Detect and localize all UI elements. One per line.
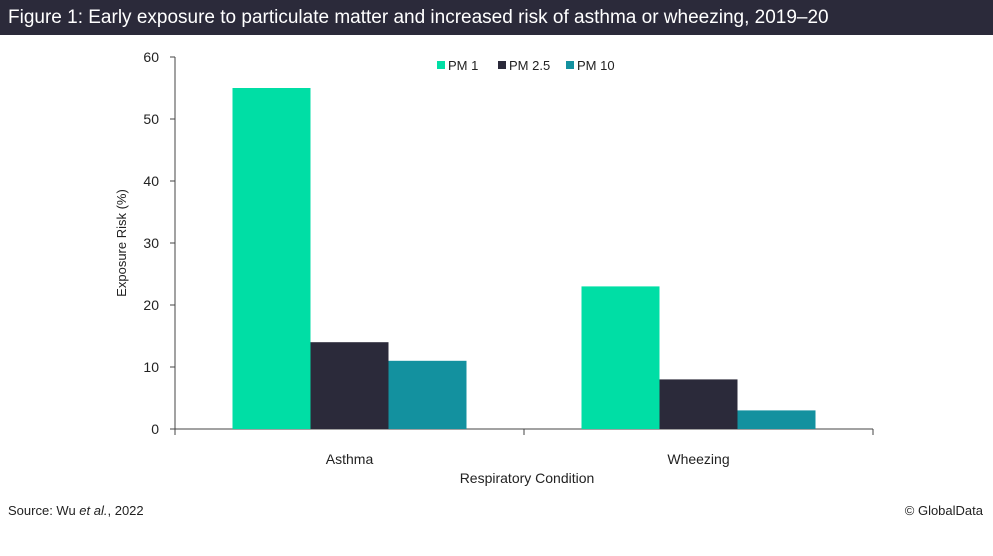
source-suffix: , 2022 xyxy=(107,503,144,518)
legend: PM 1 PM 2.5 PM 10 xyxy=(437,58,615,73)
legend-swatch xyxy=(498,61,506,69)
footer: Source: Wu et al., 2022 © GlobalData xyxy=(0,500,993,522)
source-note: Source: Wu et al., 2022 xyxy=(8,503,144,518)
legend-label: PM 10 xyxy=(577,58,615,73)
y-axis: 0 10 20 30 40 50 60 xyxy=(143,49,176,437)
figure-title: Figure 1: Early exposure to particulate … xyxy=(0,0,993,35)
bar-pm-1-wheezing xyxy=(581,286,660,429)
y-tick-label: 0 xyxy=(151,421,159,437)
globaldata-credit: © GlobalData xyxy=(904,503,983,518)
bar-pm-2-5-wheezing xyxy=(659,379,738,429)
bar-pm-1-asthma xyxy=(232,88,311,429)
legend-label: PM 1 xyxy=(448,58,478,73)
source-prefix: Source: Wu xyxy=(8,503,80,518)
y-tick-label: 10 xyxy=(143,359,159,375)
bars xyxy=(232,88,816,429)
bar-pm-10-wheezing xyxy=(737,410,816,429)
bar-pm-2-5-asthma xyxy=(310,342,389,429)
y-tick-label: 30 xyxy=(143,235,159,251)
y-tick-label: 60 xyxy=(143,49,159,65)
x-axis-label: Respiratory Condition xyxy=(460,470,595,486)
y-tick-label: 40 xyxy=(143,173,159,189)
x-tick-label: Asthma xyxy=(326,451,374,467)
legend-swatch xyxy=(566,61,574,69)
legend-swatch xyxy=(437,61,445,69)
y-tick-label: 20 xyxy=(143,297,159,313)
x-tick-label: Wheezing xyxy=(667,451,729,467)
bar-pm-10-asthma xyxy=(388,360,467,429)
y-axis-label: Exposure Risk (%) xyxy=(114,189,129,297)
source-italic: et al. xyxy=(79,503,108,518)
x-axis: Asthma Wheezing xyxy=(174,428,874,467)
y-tick-label: 50 xyxy=(143,111,159,127)
legend-label: PM 2.5 xyxy=(509,58,550,73)
